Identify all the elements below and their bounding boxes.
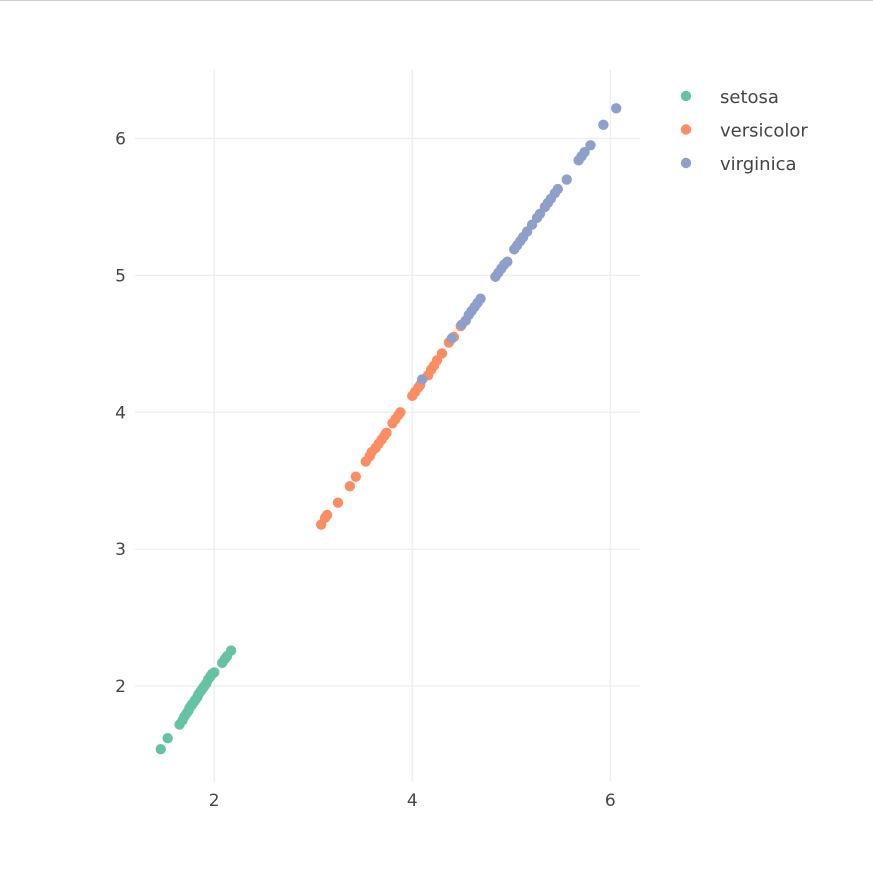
legend-marker [680, 157, 692, 169]
series-versicolor [315, 320, 466, 530]
x-tick-label: 4 [407, 791, 418, 811]
x-tick-label: 2 [209, 791, 220, 811]
y-tick-label: 2 [115, 677, 126, 697]
data-point [446, 333, 458, 344]
data-point [475, 293, 486, 304]
data-point [344, 481, 356, 492]
grid-lines [135, 70, 640, 782]
data-point [321, 509, 333, 521]
data-point [332, 497, 344, 508]
y-tick-label: 6 [115, 129, 126, 149]
legend-label: virginica [720, 154, 797, 175]
data-points [155, 103, 622, 755]
data-point [502, 256, 513, 267]
y-tick-label: 3 [115, 540, 126, 560]
series-setosa [155, 645, 237, 755]
legend-item-setosa[interactable]: setosa [680, 87, 779, 108]
data-point [381, 427, 392, 439]
legend-marker [680, 124, 692, 135]
legend-marker [680, 90, 692, 102]
y-tick-label: 5 [115, 266, 126, 286]
legend-item-versicolor[interactable]: versicolor [680, 121, 809, 142]
y-tick-label: 4 [115, 403, 126, 423]
series-virginica [416, 103, 622, 385]
data-point [395, 407, 406, 418]
data-point [598, 119, 609, 130]
legend-label: setosa [720, 87, 779, 108]
data-point [209, 667, 220, 678]
data-point [611, 103, 622, 114]
data-point [162, 732, 173, 744]
data-point [552, 183, 564, 195]
legend-label: versicolor [720, 121, 808, 142]
axis-tick-labels: 2 4 6 2 3 4 5 6 [115, 129, 616, 811]
data-point [579, 146, 590, 158]
data-point [436, 348, 448, 359]
data-point [225, 645, 237, 656]
top-divider [0, 0, 873, 1]
legend-item-virginica[interactable]: virginica [680, 154, 797, 175]
data-point [561, 174, 572, 185]
x-tick-label: 6 [605, 791, 616, 811]
data-point [416, 374, 428, 385]
data-point [585, 140, 596, 151]
data-point [350, 471, 362, 482]
legend[interactable]: setosa versicolor virginica [680, 87, 809, 175]
data-point [155, 743, 166, 755]
